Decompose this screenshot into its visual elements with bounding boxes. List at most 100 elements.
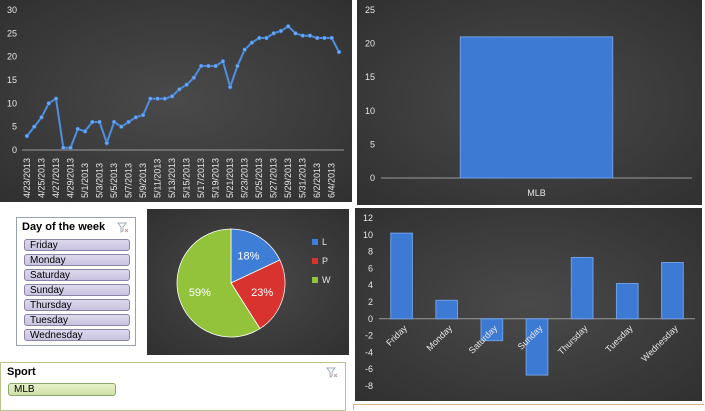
bar <box>570 256 594 320</box>
y-tick-label: 15 <box>7 75 17 85</box>
x-tick-label: 5/21/2013 <box>225 158 235 198</box>
x-tick-label: 5/5/2013 <box>109 163 119 198</box>
y-tick-label: 0 <box>12 145 17 155</box>
y-tick-label: 8 <box>368 247 373 257</box>
line-chart: 30 25 20 15 10 5 0 4/23/2013 4/25/2013 4/27/2013 4… <box>0 0 352 202</box>
bar <box>661 262 684 320</box>
y-tick-label: 5 <box>370 139 375 149</box>
data-point <box>184 82 189 87</box>
data-point <box>314 35 320 41</box>
data-point <box>191 75 197 80</box>
x-tick-label: 6/4/2013 <box>327 163 337 198</box>
x-tick-label: 4/29/2013 <box>66 158 76 198</box>
y-tick-label: 30 <box>7 5 17 15</box>
data-point <box>285 24 291 29</box>
legend-label: P <box>322 256 328 266</box>
day-slicer-item-friday[interactable]: Friday <box>24 239 130 251</box>
bar <box>435 299 459 320</box>
x-tick-label: 5/31/2013 <box>298 158 308 198</box>
data-point <box>213 63 218 69</box>
x-tick-label: 5/19/2013 <box>211 158 221 198</box>
data-point <box>53 96 59 101</box>
sport-slicer-title: Sport <box>7 366 36 378</box>
day-slicer-title: Day of the week <box>22 221 106 233</box>
bar <box>459 36 614 179</box>
x-tick-label: 5/13/2013 <box>167 158 177 198</box>
x-tick-label: Friday <box>384 323 409 348</box>
data-point <box>271 31 276 36</box>
data-point <box>68 145 73 150</box>
data-point <box>227 84 233 90</box>
day-slicer-item-sunday[interactable]: Sunday <box>24 284 130 296</box>
chart-frame-edge <box>353 404 704 410</box>
y-tick-label: 2 <box>368 297 373 307</box>
day-of-week-slicer: Day of the week Friday Monday Saturday Sund… <box>16 217 136 346</box>
y-tick-label: -6 <box>365 364 373 374</box>
y-tick-label: 20 <box>365 39 375 49</box>
data-point <box>293 31 298 36</box>
x-tick-label: 4/27/2013 <box>51 158 61 198</box>
x-tick-label: 5/25/2013 <box>254 158 264 198</box>
pie-slice <box>230 228 281 284</box>
bar <box>525 318 549 376</box>
y-tick-label: 25 <box>7 28 17 38</box>
sport-slicer-item-mlb[interactable]: MLB <box>8 383 116 396</box>
data-point <box>162 96 168 101</box>
data-point <box>198 63 204 69</box>
result-pie-chart: 18% 23% 59% L P W <box>147 209 349 355</box>
data-point <box>75 126 81 132</box>
x-tick-label: 5/3/2013 <box>95 163 105 198</box>
clear-filter-icon[interactable] <box>117 222 129 233</box>
day-slicer-item-thursday[interactable]: Thursday <box>24 299 130 311</box>
data-point <box>60 145 66 150</box>
legend-swatch <box>312 239 318 245</box>
data-point <box>104 140 110 146</box>
legend-label: W <box>322 275 331 285</box>
day-slicer-item-saturday[interactable]: Saturday <box>24 269 130 281</box>
y-tick-label: 5 <box>12 122 17 132</box>
data-point <box>177 87 182 92</box>
day-slicer-item-wednesday[interactable]: Wednesday <box>24 329 130 341</box>
data-point <box>235 63 240 69</box>
day-slicer-item-monday[interactable]: Monday <box>24 254 130 266</box>
data-point <box>169 94 175 99</box>
data-point <box>300 33 306 38</box>
day-slicer-item-tuesday[interactable]: Tuesday <box>24 314 130 326</box>
x-tick-label: Thursday <box>556 323 590 357</box>
x-tick-label: 5/17/2013 <box>196 158 206 198</box>
y-tick-label: 15 <box>365 72 375 82</box>
pie-slice <box>176 228 261 338</box>
y-tick-label: 10 <box>365 106 375 116</box>
data-point <box>97 119 102 125</box>
data-point <box>119 124 124 129</box>
clear-filter-icon[interactable] <box>326 367 338 378</box>
x-tick-label: Tuesday <box>603 323 635 355</box>
bar <box>390 232 413 320</box>
data-point <box>111 119 117 125</box>
slice-label: 59% <box>189 287 211 299</box>
data-point <box>307 33 313 38</box>
data-point <box>336 49 342 55</box>
line-chart-svg: 30 25 20 15 10 5 0 4/23/2013 4/25/2013 4/27/2013 4… <box>7 5 344 198</box>
x-tick-label: 5/29/2013 <box>283 158 293 198</box>
legend-swatch <box>312 277 318 283</box>
x-tick-label: 4/23/2013 <box>22 158 32 198</box>
pie-slice <box>230 259 286 330</box>
data-point <box>249 40 255 45</box>
data-point <box>133 115 139 120</box>
slice-label: 23% <box>251 287 273 299</box>
x-tick-label: Wednesday <box>639 323 680 364</box>
series-line <box>26 25 340 149</box>
y-tick-label: 0 <box>370 173 375 183</box>
y-tick-label: 10 <box>7 98 17 108</box>
bar <box>615 283 639 320</box>
data-point <box>155 96 160 101</box>
data-point <box>322 35 327 41</box>
y-tick-label: -4 <box>365 347 373 357</box>
x-tick-label: 5/7/2013 <box>124 163 134 198</box>
data-point <box>148 96 153 101</box>
data-point <box>140 112 146 118</box>
sport-bar-chart: 25 20 15 10 5 0 MLB <box>357 0 702 205</box>
x-tick-label: Monday <box>424 323 454 353</box>
result-pie-chart-svg: 18% 23% 59% LPW <box>176 228 331 338</box>
